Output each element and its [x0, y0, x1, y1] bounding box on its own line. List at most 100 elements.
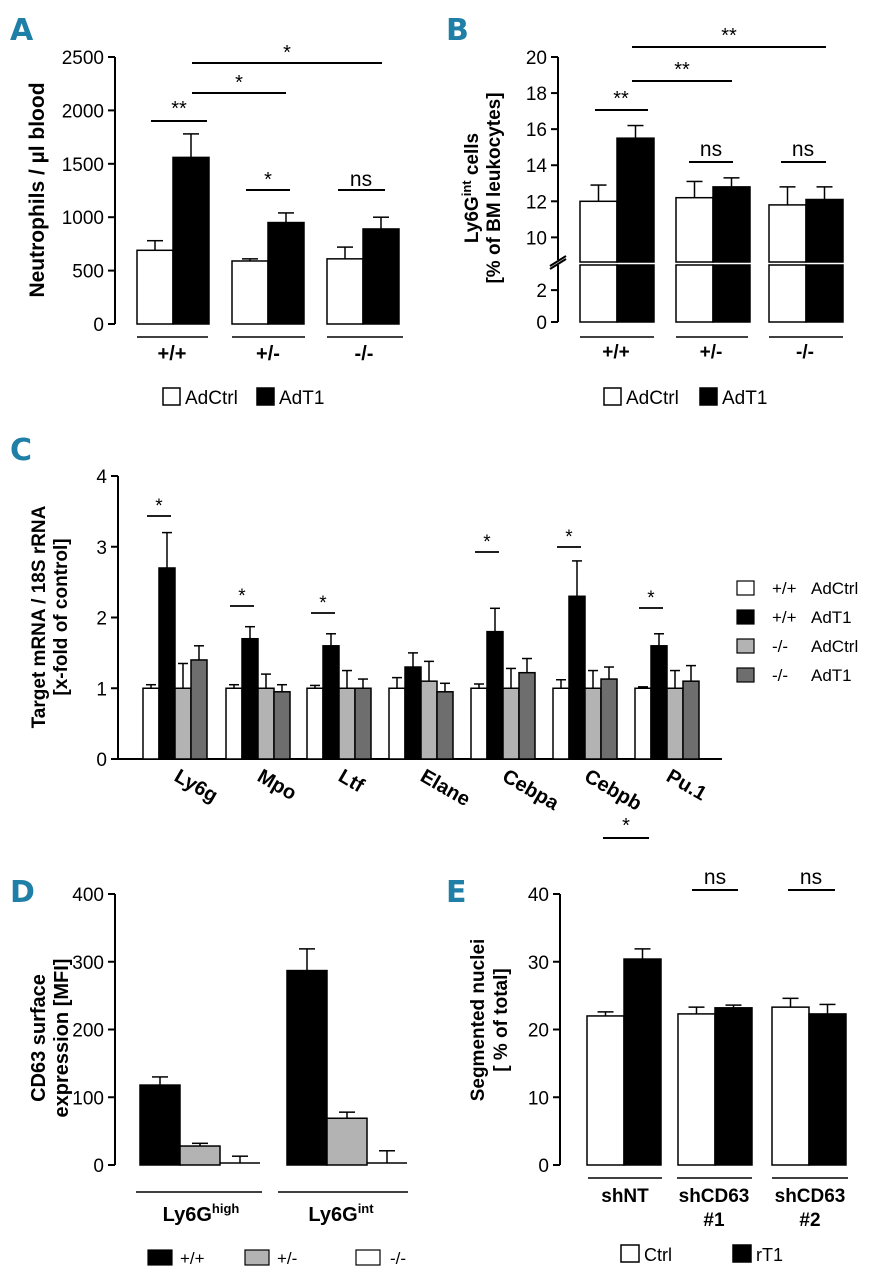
panel-e-group-label: shCD63	[775, 1186, 846, 1207]
panel-d-y-tick-label: 100	[72, 1088, 104, 1109]
panel-a-group-label: +/+	[158, 343, 187, 365]
panel-b-sig-4: **	[674, 59, 690, 81]
panel-a-significance: ** * ns * *	[151, 42, 385, 191]
panel-a-group-label: -/-	[355, 343, 374, 365]
panel-c-sig-star: *	[238, 586, 246, 607]
panel-c-bar	[666, 687, 684, 760]
panel-c-legend-suffix: AdT1	[811, 608, 852, 627]
panel-c-bar	[404, 666, 422, 760]
panel-e-legend-swatch	[620, 1244, 640, 1263]
panel-b-bar	[579, 200, 618, 263]
panel-c-bar	[634, 687, 652, 760]
panel-a-bar	[172, 156, 210, 325]
panel-a-legend-label: AdCtrl	[185, 388, 238, 409]
panel-d-y-tick-label: 200	[72, 1021, 104, 1042]
panel-c-sig-star: *	[565, 527, 573, 548]
panel-b-bar	[768, 264, 807, 323]
panel-b-bar	[805, 198, 844, 263]
panel-b-bar	[675, 264, 714, 323]
panel-b-y-tick-label: 20	[526, 48, 547, 69]
panel-d-bar	[286, 969, 328, 1166]
panel-b-legend-swatch-adt1	[699, 387, 718, 406]
panel-c-bar	[420, 680, 438, 760]
panel-c-legend-swatch	[736, 638, 755, 654]
panel-b-group-label: +/+	[602, 342, 629, 363]
panel-c-x-tick-label: Mpo	[254, 765, 301, 805]
panel-b-legend-label: AdCtrl	[626, 388, 679, 409]
panel-e-group-label: #2	[799, 1210, 820, 1231]
panel-a-bar	[136, 249, 174, 325]
panel-c-legend-suffix: AdT1	[811, 666, 852, 685]
panel-a-y-tick-label: 2000	[62, 101, 104, 122]
panel-c-legend-prefix: +/+	[772, 608, 797, 627]
panel-b-y-axis-label-line1: Ly6Gint cells	[459, 133, 483, 243]
panel-b-bar	[675, 196, 714, 263]
panel-a-y-tick-label: 0	[93, 315, 104, 336]
panel-b-y-tick-label: 16	[526, 120, 547, 141]
panel-letter-d: D	[10, 875, 35, 910]
panel-c-bar	[650, 645, 668, 760]
panel-a-sig-5: *	[283, 42, 291, 64]
panel-e-legend-swatch	[732, 1244, 752, 1263]
panel-c-y-tick-label: 2	[96, 609, 107, 630]
panel-b-significance: ** ns ns ** **	[595, 25, 826, 163]
panel-d-legend-swatch	[147, 1249, 173, 1266]
panel-b-axis-break	[549, 258, 567, 270]
panel-a-y-tick-label: 2500	[62, 48, 104, 69]
panel-c-sig-star: *	[319, 593, 327, 614]
panel-a-sig-4: *	[235, 72, 243, 94]
panel-a-sig-1: **	[171, 98, 187, 120]
panel-c-y-tick-label: 3	[96, 538, 107, 559]
panel-c-x-tick-label: Ly6g	[171, 765, 222, 807]
panel-c-bar	[257, 687, 275, 760]
panel-c-legend-swatch	[736, 580, 755, 596]
panel-e-sig-1: *	[622, 815, 630, 837]
panel-c-legend-swatch	[736, 667, 755, 683]
panel-e-group-label: shCD63	[679, 1186, 750, 1207]
panel-b-sig-3: ns	[792, 138, 814, 161]
panel-letter-e: E	[446, 875, 467, 910]
panel-c-y-axis-label-line2: [x-fold of control]	[51, 538, 72, 695]
panel-d-legend-label: +/-	[277, 1249, 297, 1268]
panel-e-bar	[714, 1007, 753, 1166]
panel-c-sig-star: *	[483, 532, 491, 553]
panel-e-bar	[677, 1013, 716, 1166]
panel-c-bar	[518, 671, 536, 760]
panel-c-bar	[436, 691, 454, 760]
panel-d-chart: CD63 surface expression [MFI] Ly6Ghigh L…	[28, 885, 408, 1268]
panel-c-bar	[568, 595, 586, 760]
panel-a-bar	[267, 221, 305, 325]
panel-c-y-tick-label: 1	[96, 679, 107, 700]
panel-e-y-axis-label-line1: Segmented nuclei	[468, 939, 489, 1102]
panel-c-bar	[225, 687, 243, 760]
panel-b-bar	[579, 264, 618, 323]
panel-d-legend-swatch	[244, 1249, 270, 1266]
panel-b-y-tick-label: 10	[526, 228, 547, 249]
panel-c-y-tick-label: 4	[96, 467, 107, 488]
panel-c-bar	[174, 687, 192, 760]
panel-b-group-label: +/-	[700, 342, 723, 363]
panel-d-legend-label: +/+	[180, 1249, 205, 1268]
panel-a-sig-3: ns	[350, 168, 372, 191]
panel-c-bar	[502, 687, 520, 760]
panel-a-legend-label: AdT1	[279, 388, 324, 409]
panel-c-bar	[584, 687, 602, 760]
panel-c-bar	[470, 687, 488, 760]
panel-c-x-tick-label: Pu.1	[663, 765, 711, 805]
panel-d-y-axis-label-line2: expression [MFI]	[51, 959, 73, 1118]
panel-letter-c: C	[10, 433, 32, 468]
panel-d-y-tick-label: 400	[72, 885, 104, 906]
panel-b-bar	[712, 186, 751, 263]
panel-a-y-tick-label: 500	[72, 262, 104, 283]
panel-e-legend-label: Ctrl	[644, 1245, 672, 1265]
panel-b-legend-swatch-adctrl	[603, 387, 622, 406]
panel-c-bar	[486, 630, 504, 760]
panel-c-bar	[322, 645, 340, 760]
panel-c-sig-star: *	[647, 588, 655, 609]
panel-a-y-axis-label: Neutrophils / µl blood	[26, 82, 49, 297]
panel-c-bar	[142, 687, 160, 760]
panel-e-significance: * ns ns	[603, 815, 835, 891]
panel-c-legend-suffix: AdCtrl	[811, 637, 858, 656]
panel-c-legend: +/+ AdCtrl +/+ AdT1 -/- AdCtrl -/- AdT1	[736, 579, 858, 685]
panel-c-x-tick-label: Elane	[417, 765, 474, 811]
